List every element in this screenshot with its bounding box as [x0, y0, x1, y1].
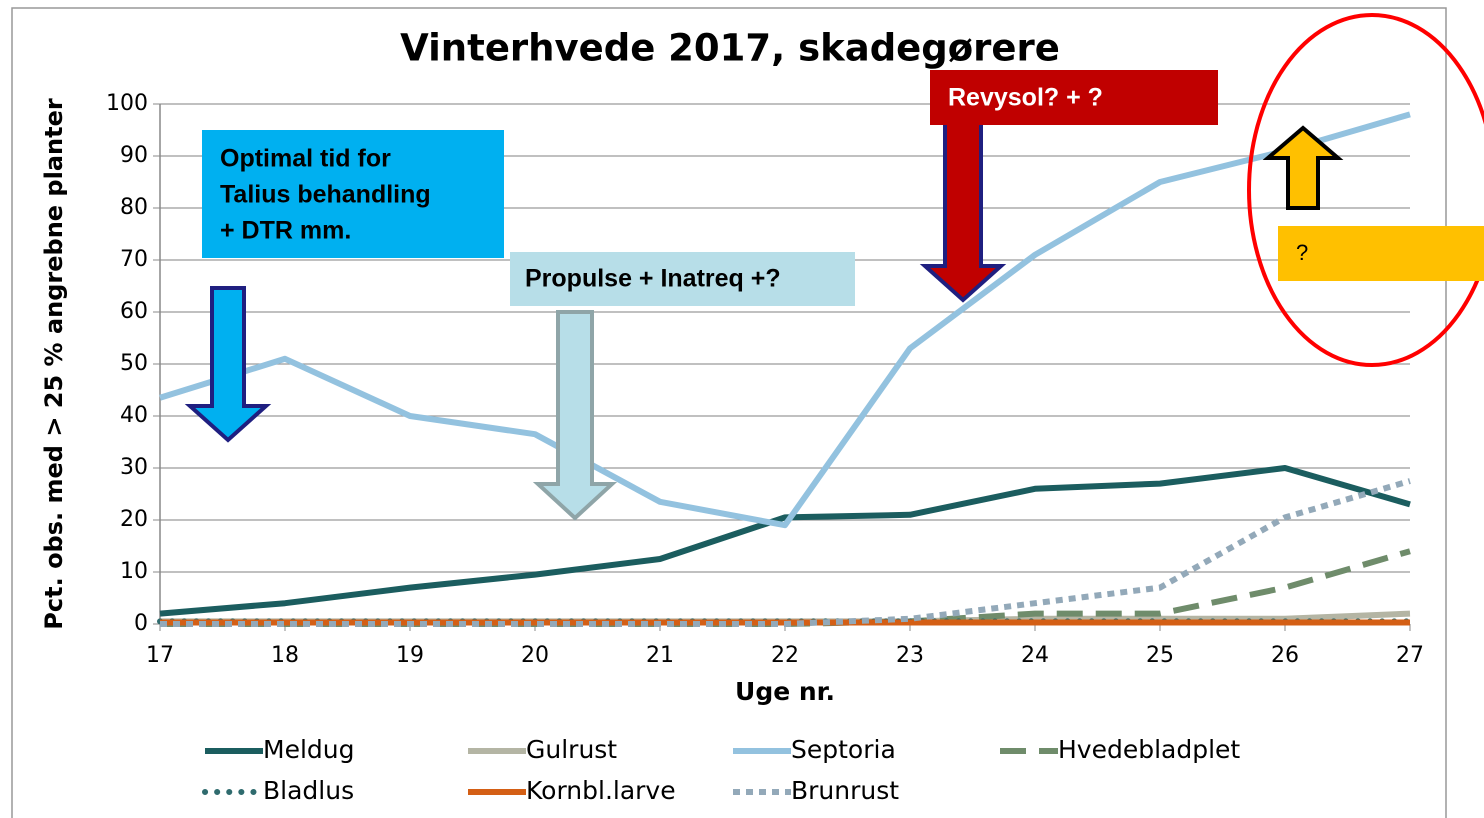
x-tick-label: 21 [646, 643, 674, 668]
annotation-text: Propulse + Inatreq +? [525, 265, 781, 293]
x-tick-label: 18 [271, 643, 299, 668]
legend-label: Hvedebladplet [1058, 735, 1240, 764]
arrow-down [919, 116, 1007, 303]
annotation-text: + DTR mm. [220, 217, 351, 245]
x-tick-label: 19 [396, 643, 424, 668]
y-axis-label: Pct. obs. med > 25 % angrebne planter [40, 98, 68, 630]
annotation-text: ? [1296, 240, 1308, 265]
x-tick-label: 23 [896, 643, 924, 668]
annotation-text: Optimal tid for [220, 145, 391, 173]
y-tick-label: 80 [120, 195, 148, 220]
y-tick-label: 20 [120, 507, 148, 532]
series-line [159, 465, 1411, 617]
x-axis-label: Uge nr. [735, 677, 835, 706]
y-tick-label: 70 [120, 247, 148, 272]
x-tick-label: 17 [146, 643, 174, 668]
chart-title: Vinterhvede 2017, skadegørere [400, 27, 1060, 70]
highlight-circle [1247, 13, 1484, 367]
y-tick-label: 40 [120, 403, 148, 428]
series-line [159, 111, 1411, 529]
y-tick-label: 100 [106, 91, 148, 116]
y-tick-label: 90 [120, 143, 148, 168]
chart-border [11, 7, 1447, 818]
x-tick-label: 25 [1146, 643, 1174, 668]
legend-label: Kornbl.larve [526, 776, 676, 805]
annotation-text: Talius behandling [220, 181, 431, 209]
x-tick-label: 24 [1021, 643, 1049, 668]
legend: Meldug Gulrust Septoria Hvedebladplet Bladlu… [202, 735, 1240, 805]
annotation-box [202, 130, 504, 258]
arrow-down [532, 310, 618, 521]
y-tick-label: 10 [120, 559, 148, 584]
x-tick-label: 27 [1396, 643, 1424, 668]
annotation-box [1278, 226, 1484, 281]
annotation-box [510, 252, 855, 306]
legend-label: Gulrust [526, 735, 617, 764]
series-line [160, 478, 1411, 627]
x-tick-label: 22 [771, 643, 799, 668]
x-tick-label: 20 [521, 643, 549, 668]
y-tick-label: 30 [120, 455, 148, 480]
series-line [160, 548, 1411, 627]
annotations: Optimal tid for Talius behandling + DTR mm… [184, 13, 1484, 521]
legend-label: Septoria [791, 735, 896, 764]
legend-label: Meldug [263, 735, 354, 764]
legend-label: Brunrust [791, 776, 899, 805]
x-tick-label: 26 [1271, 643, 1299, 668]
y-tick-label: 50 [120, 351, 148, 376]
y-tick-label: 0 [134, 611, 148, 636]
y-tick-label: 60 [120, 299, 148, 324]
lines [157, 111, 1413, 627]
legend-label: Bladlus [263, 776, 354, 805]
annotation-box [930, 70, 1218, 125]
annotation-text: Revysol? + ? [948, 84, 1103, 112]
arrow-down [184, 286, 272, 443]
arrow-up [1262, 125, 1344, 210]
